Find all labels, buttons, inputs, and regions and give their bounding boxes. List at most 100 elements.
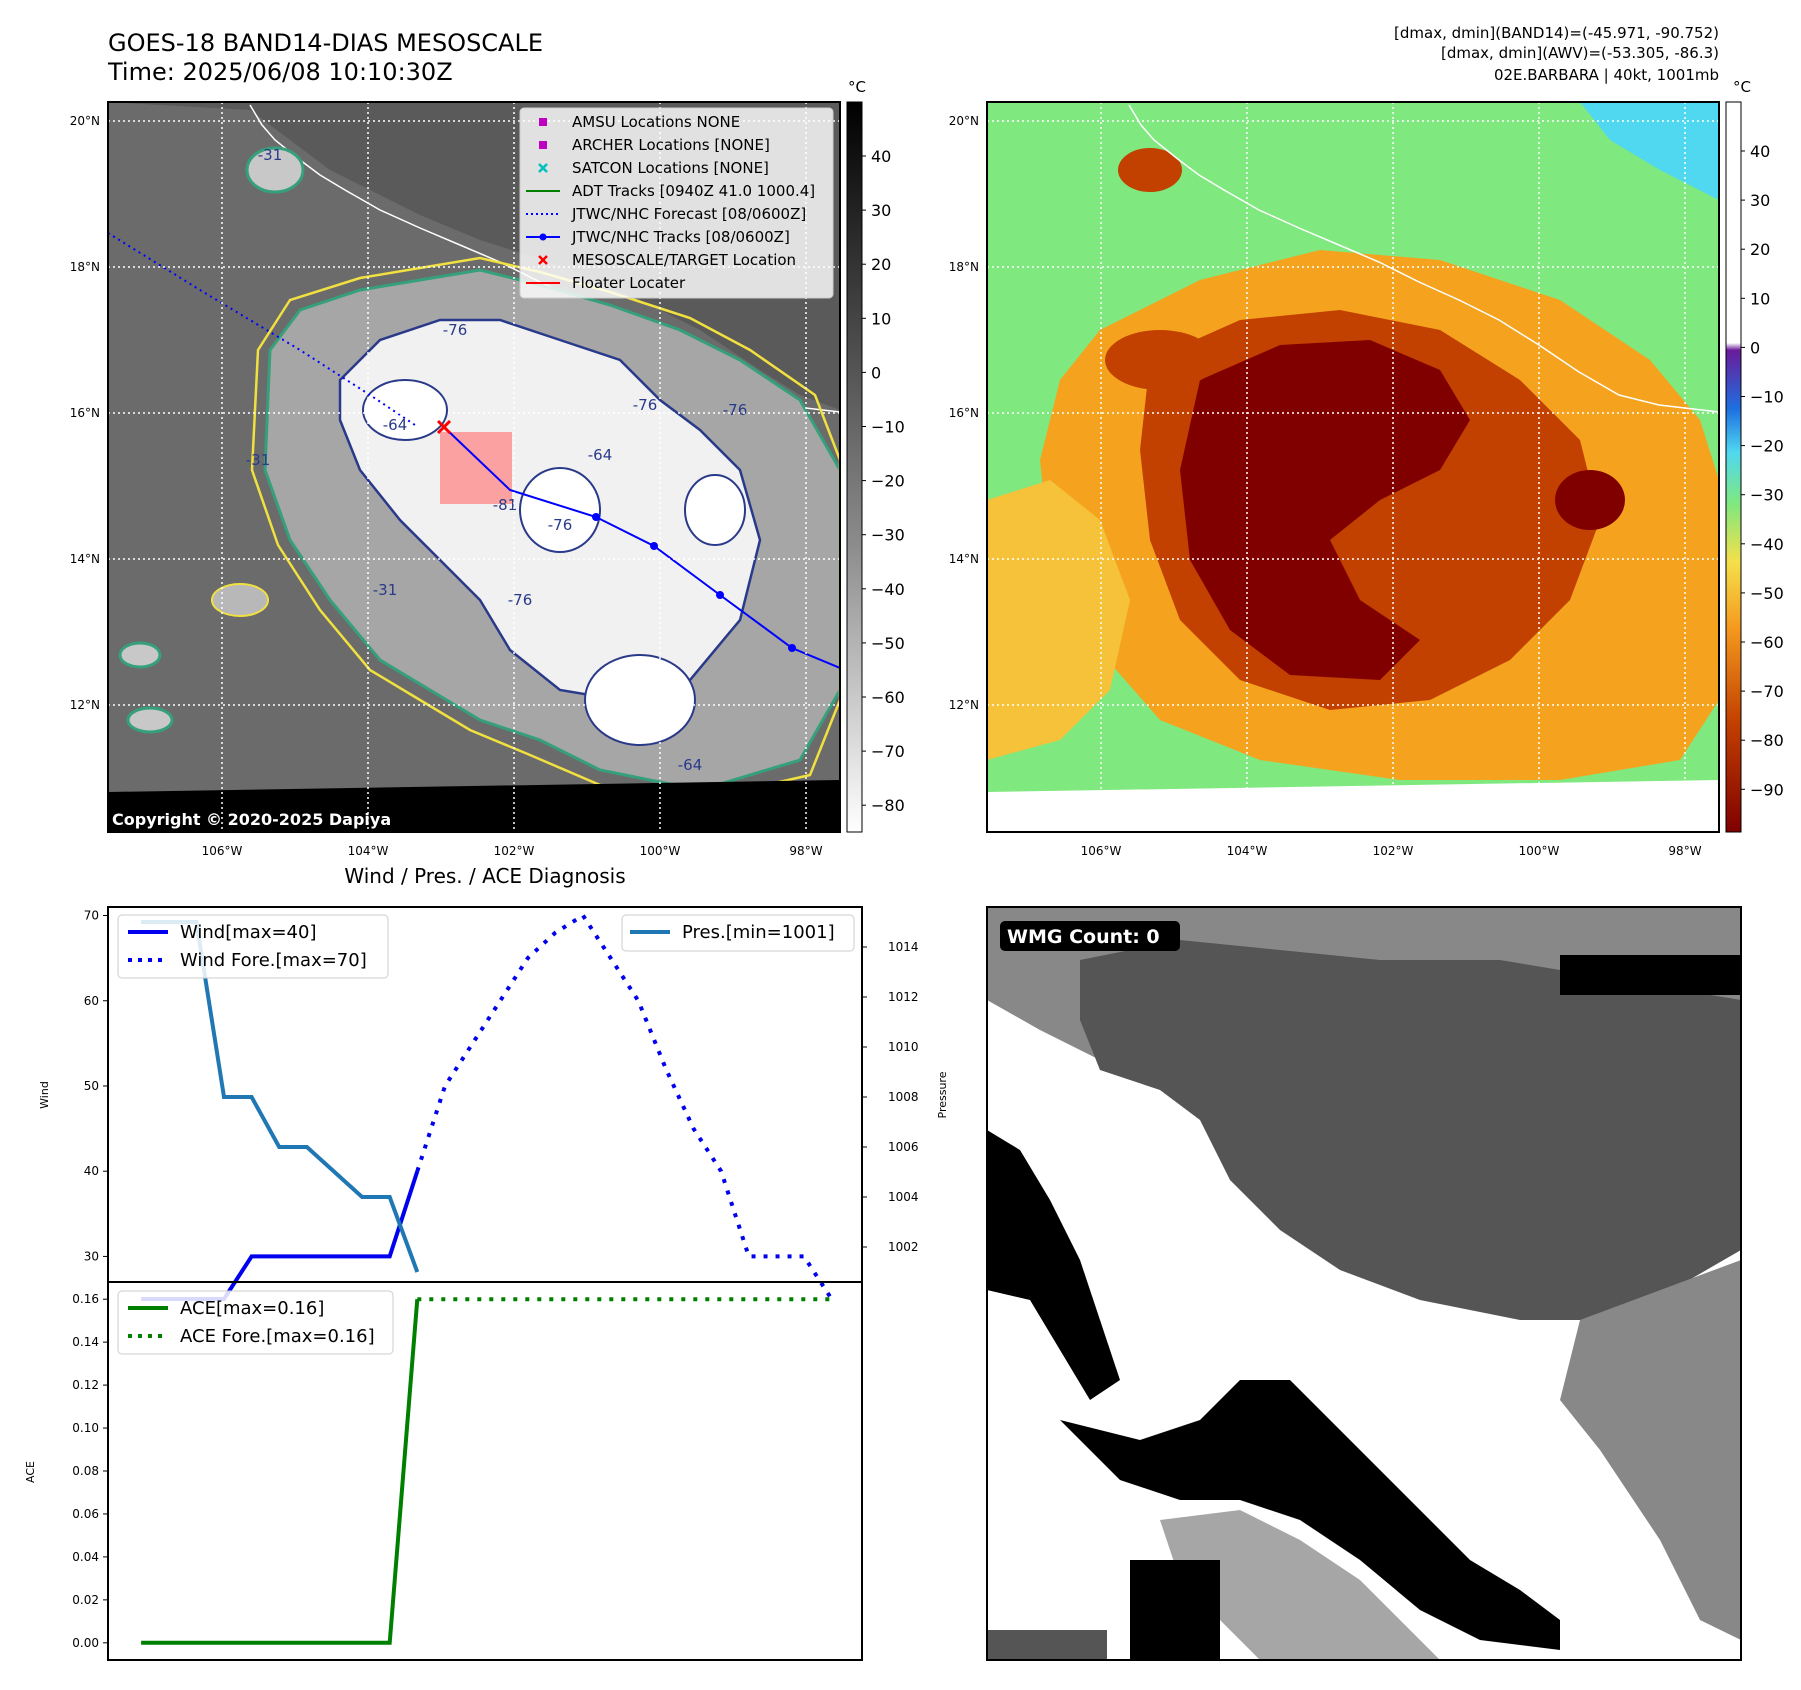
wmg-frame (986, 906, 1742, 1661)
lon-tick-label: 106°W (1081, 844, 1122, 858)
ir-cloud-cell-east (684, 474, 746, 546)
ir-no-data-strip (108, 780, 840, 832)
lat-tick-label: 12°N (70, 698, 100, 712)
ace-ytick-label: 0.08 (72, 1464, 99, 1478)
lat-tick-label: 16°N (70, 406, 100, 420)
wmg-black-south (1130, 1560, 1220, 1660)
ir-colorbar-fill (846, 101, 863, 833)
ace-chart: 0.00 0.02 0.04 0.06 0.08 0.10 0.12 0.14 0.16 ACE A… (24, 1281, 863, 1661)
contour-label: -76 (723, 401, 748, 419)
ir-map-panel: -76 -76 -76 -76 -76 -81 -64 -64 -64 -31 -31 -31 Cop… (70, 101, 841, 858)
ir-copyright: Copyright © 2020-2025 Dapiya (112, 810, 391, 829)
colorbar-tick-label: −50 (871, 634, 905, 653)
ace-legend-label: ACE Fore.[max=0.16] (180, 1326, 375, 1347)
lat-tick-label: 20°N (70, 114, 100, 128)
ir-track-point-4 (788, 644, 796, 652)
pressure-legend (621, 914, 855, 952)
lon-tick-label: 104°W (348, 844, 389, 858)
info-band14: [dmax, dmin](BAND14)=(-45.971, -90.752) (1394, 24, 1719, 42)
lon-tick-label: 98°W (789, 844, 822, 858)
ir-cloud-cell-center (519, 467, 601, 553)
pressure-ytick-label: 1004 (888, 1190, 919, 1204)
awv-colorbar: °C 40 30 20 10 0 −10 −20 −30 −40 −50 −60 −70 −80 −90 (1725, 78, 1784, 833)
legend-box (519, 107, 834, 299)
wind-ylabel: Wind (38, 1081, 51, 1109)
pressure-ytick-label: 1002 (888, 1240, 919, 1254)
colorbar-tick-label: 0 (871, 363, 881, 382)
colorbar-tick-label: 40 (1750, 142, 1770, 161)
colorbar-tick-label: 0 (1750, 338, 1760, 357)
awv-colorbar-fill (1725, 101, 1742, 833)
colorbar-tick-label: −40 (1750, 535, 1784, 554)
ir-track-point-3 (716, 591, 724, 599)
contour-label: -76 (633, 396, 658, 414)
lon-tick-label: 102°W (494, 844, 535, 858)
legend-marker (539, 233, 547, 241)
wmg-gray-right (1560, 1260, 1741, 1640)
ir-cloud-cell-west (362, 379, 448, 441)
legend-label: MESOSCALE/TARGET Location (572, 251, 796, 269)
wmg-count-badge-bg (1000, 921, 1180, 951)
wmg-black-west (987, 1130, 1120, 1400)
awv-dry-patch-w (1105, 330, 1215, 390)
wind-ytick-label: 30 (84, 1249, 99, 1263)
pressure-ytick-label: 1014 (888, 940, 919, 954)
info-awv: [dmax, dmin](AWV)=(-53.305, -86.3) (1441, 44, 1719, 62)
colorbar-tick-label: −20 (1750, 437, 1784, 456)
colorbar-tick-label: −50 (1750, 584, 1784, 603)
colorbar-tick-label: 20 (871, 255, 891, 274)
colorbar-tick-label: 40 (871, 147, 891, 166)
colorbar-tick-label: 10 (1750, 289, 1770, 308)
ace-ytick-label: 0.16 (72, 1292, 99, 1306)
ir-cloud-small-west3 (126, 706, 174, 734)
colorbar-tick-label: −30 (1750, 486, 1784, 505)
wmg-gray-south (1160, 1510, 1440, 1660)
pressure-ytick-label: 1008 (888, 1090, 919, 1104)
wind-legend (117, 914, 389, 979)
awv-colorbar-ticks: 40 30 20 10 0 −10 −20 −30 −40 −50 −60 −70 −80 −90 (1741, 142, 1784, 799)
legend-marker (538, 163, 548, 173)
wind-legend-label: Wind Fore.[max=70] (180, 950, 367, 971)
ir-cloud-yellow-contour (250, 256, 840, 802)
legend-marker (539, 141, 547, 149)
ir-cloud-small-north (245, 146, 305, 194)
ace-legend-label: ACE[max=0.16] (180, 1298, 324, 1319)
colorbar-tick-label: −80 (1750, 731, 1784, 750)
lat-tick-label: 20°N (949, 114, 979, 128)
ir-target-marker (436, 419, 452, 435)
colorbar-tick-label: −80 (871, 796, 905, 815)
info-storm: 02E.BARBARA | 40kt, 1001mb (1494, 66, 1719, 84)
ir-colorbar-unit: °C (848, 78, 866, 96)
contour-label: -31 (246, 451, 271, 469)
lat-tick-label: 18°N (949, 260, 979, 274)
contour-label: -76 (508, 591, 533, 609)
ir-axis-labels: 106°W 104°W 102°W 100°W 98°W 20°N 18°N 16°N 14°N… (70, 114, 823, 858)
colorbar-tick-label: 30 (1750, 191, 1770, 210)
contour-label: -76 (443, 321, 468, 339)
series-line-0 (141, 1170, 420, 1301)
colorbar-tick-label: −30 (871, 526, 905, 545)
lon-tick-label: 98°W (1668, 844, 1701, 858)
lon-tick-label: 102°W (1373, 844, 1414, 858)
wind-ytick-label: 70 (84, 909, 99, 923)
ir-colorbar-ticks: 40 30 20 10 0 −10 −20 −30 −40 −50 −60 −70 −80 (862, 147, 905, 815)
ace-ytick-label: 0.12 (72, 1378, 99, 1392)
figure-title: GOES-18 BAND14-DIAS MESOSCALE (108, 29, 543, 57)
legend-marker (539, 118, 547, 126)
ir-track-point-2 (650, 542, 658, 550)
ace-ytick-label: 0.04 (72, 1550, 99, 1564)
awv-gridlines (987, 102, 1719, 832)
wind-legend-label: Wind[max=40] (180, 922, 317, 943)
ace-ytick-label: 0.00 (72, 1636, 99, 1650)
legend-label: JTWC/NHC Tracks [08/0600Z] (571, 228, 790, 246)
lon-tick-label: 100°W (1519, 844, 1560, 858)
awv-dry-patch-east (1555, 470, 1625, 530)
awv-moist-north (1580, 102, 1719, 200)
colorbar-tick-label: 30 (871, 201, 891, 220)
lon-tick-label: 106°W (202, 844, 243, 858)
series-line-1 (415, 912, 834, 1301)
ace-ylabel: ACE (24, 1461, 37, 1483)
colorbar-tick-label: −10 (1750, 388, 1784, 407)
ir-legend: AMSU Locations NONE ARCHER Locations [NON… (519, 107, 834, 299)
